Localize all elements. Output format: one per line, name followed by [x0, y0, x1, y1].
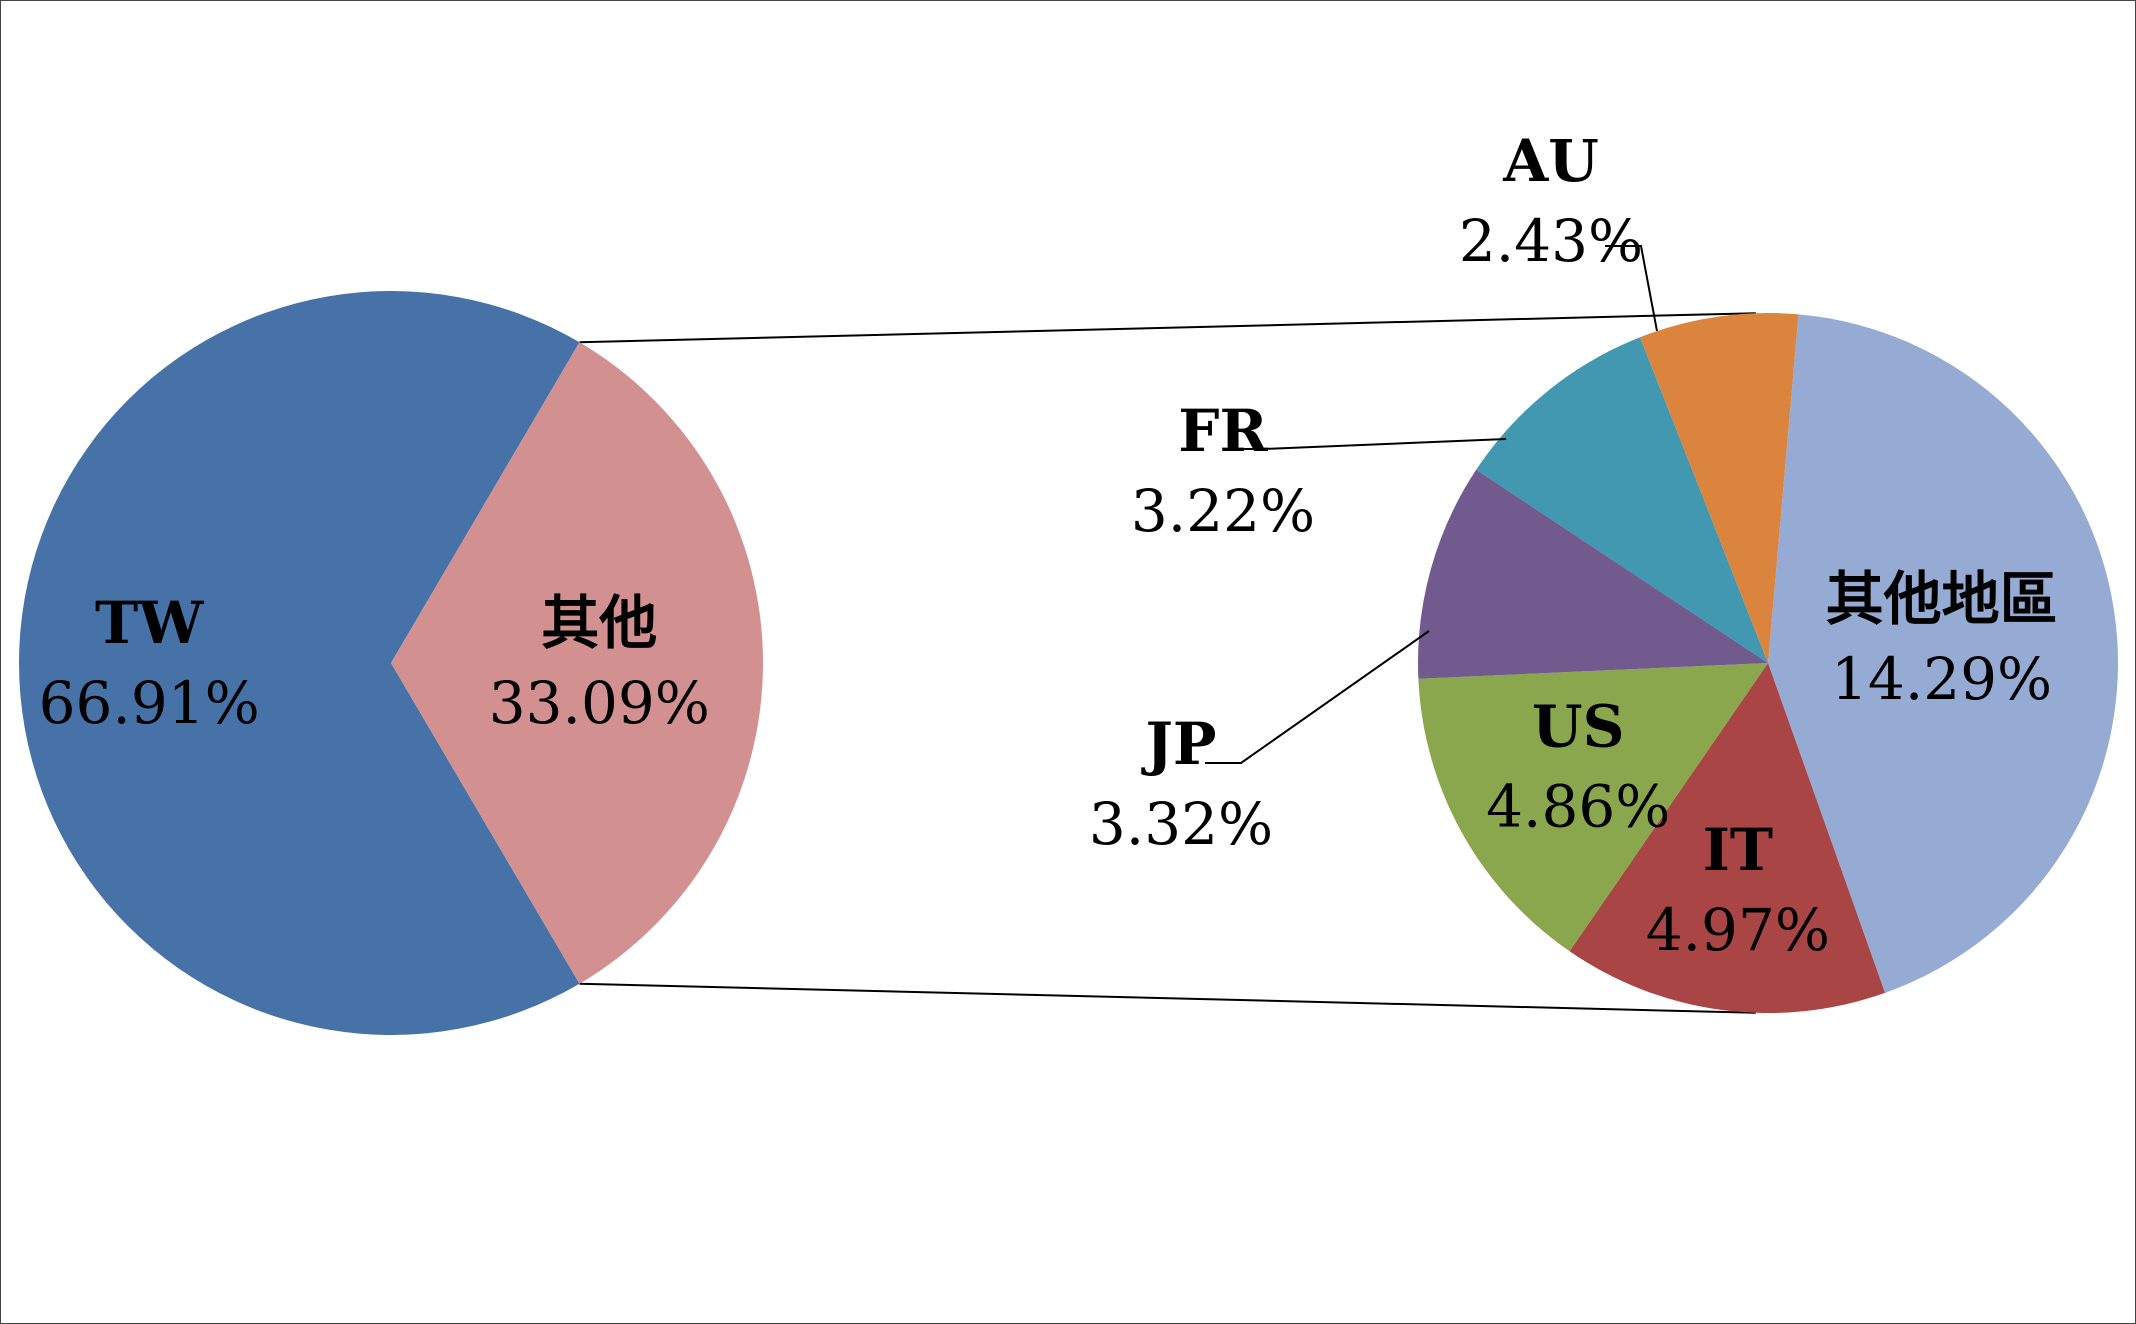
secondary-slice-it: [1569, 663, 1886, 1013]
data-label-name-us: US: [1532, 692, 1624, 760]
secondary-slice-us: [1418, 663, 1768, 952]
connector-line-bottom: [579, 982, 1756, 1014]
leader-line-au: [1605, 245, 1658, 332]
data-label-value-it: 4.97%: [1646, 896, 1830, 964]
secondary-slice-jp: [1418, 469, 1768, 679]
data-label-value-tw: 66.91%: [39, 669, 260, 737]
secondary-slice-fr: [1476, 337, 1768, 663]
data-label-value-fr: 3.22%: [1131, 477, 1315, 545]
data-label-name-fr: FR: [1178, 397, 1268, 465]
data-label-name-jp: JP: [1140, 710, 1216, 778]
leader-line-jp: [1205, 630, 1430, 764]
data-label-value-au: 2.43%: [1459, 207, 1643, 275]
primary-pie: [19, 290, 764, 1035]
data-label-value-us: 4.86%: [1486, 772, 1670, 840]
data-label-name-other: 其他: [541, 589, 657, 657]
leader-line-fr: [1227, 438, 1507, 450]
data-label-name-it: IT: [1703, 816, 1773, 884]
leader-lines: [1205, 245, 1658, 764]
data-label-name-tw: TW: [95, 589, 204, 657]
data-label-name-au: AU: [1502, 127, 1599, 195]
connector-line-top: [579, 312, 1756, 344]
secondary-slice-other-regions: [1768, 314, 2119, 993]
connector-lines: [579, 312, 1756, 1014]
secondary-slice-au: [1640, 312, 1799, 663]
primary-slice-other: [391, 342, 764, 984]
data-label-value-other-regions: 14.29%: [1831, 645, 2052, 713]
data-labels: TW 66.91% 其他 33.09% 其他地區 14.29% IT 4.97% US 4.86%…: [39, 127, 2058, 964]
secondary-pie: [1418, 312, 2119, 1013]
data-label-value-other: 33.09%: [489, 669, 710, 737]
data-label-name-other-regions: 其他地區: [1826, 565, 2058, 633]
data-label-value-jp: 3.32%: [1089, 790, 1273, 858]
primary-slice-tw: [19, 290, 580, 1035]
